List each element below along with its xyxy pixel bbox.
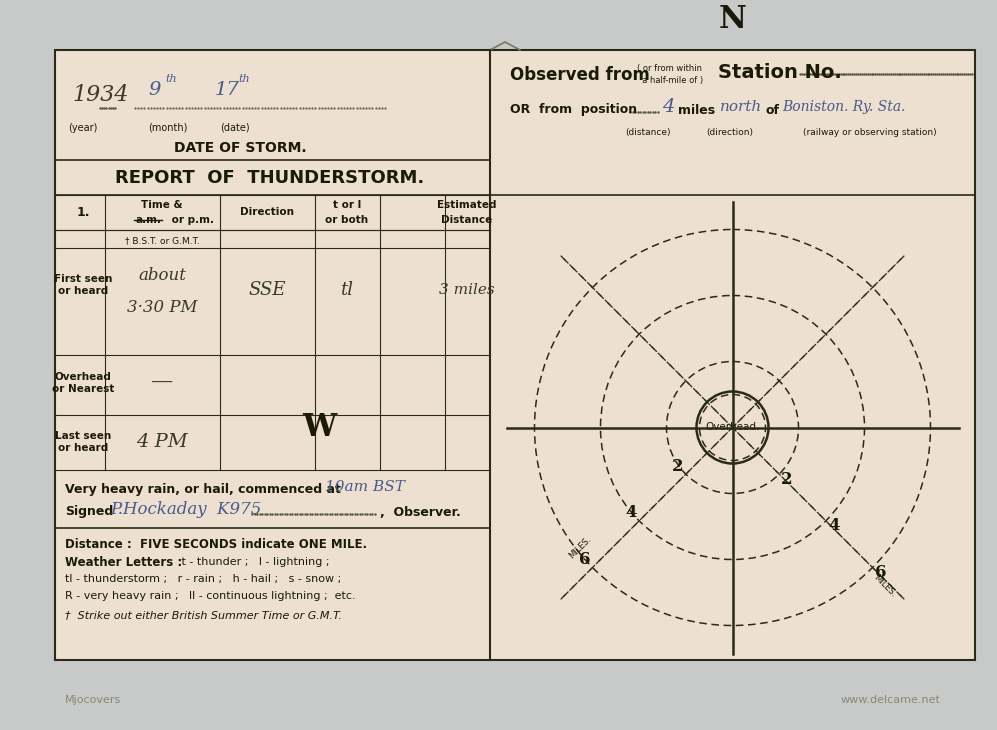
Text: Last seen
or heard: Last seen or heard — [55, 431, 111, 453]
Text: Distance :  FIVE SECONDS indicate ONE MILE.: Distance : FIVE SECONDS indicate ONE MIL… — [65, 537, 367, 550]
Text: 9: 9 — [148, 81, 161, 99]
Text: (date): (date) — [220, 123, 249, 133]
Text: 3·30 PM: 3·30 PM — [127, 299, 197, 317]
Text: Very heavy rain, or hail, commenced at: Very heavy rain, or hail, commenced at — [65, 483, 345, 496]
Text: Distance: Distance — [442, 215, 493, 225]
Text: tl: tl — [341, 281, 354, 299]
Text: P.Hockaday  K975: P.Hockaday K975 — [110, 501, 261, 518]
Text: 4: 4 — [662, 98, 674, 116]
Text: miles: miles — [678, 104, 715, 117]
Text: (month): (month) — [148, 123, 187, 133]
Text: Direction: Direction — [240, 207, 294, 217]
Text: ,  Observer.: , Observer. — [380, 505, 461, 518]
Text: MILES.: MILES. — [567, 534, 593, 561]
Text: or both: or both — [325, 215, 369, 225]
Text: 17: 17 — [215, 81, 239, 99]
Text: 2: 2 — [782, 471, 793, 488]
Text: First seen
or heard: First seen or heard — [54, 274, 113, 296]
Text: t - thunder ;   l - lightning ;: t - thunder ; l - lightning ; — [178, 557, 329, 567]
Text: about: about — [138, 266, 185, 283]
Text: 6: 6 — [578, 551, 590, 568]
Text: north: north — [720, 100, 763, 114]
Text: —: — — [151, 372, 173, 394]
Text: 10am BST: 10am BST — [325, 480, 405, 494]
Text: N: N — [719, 4, 747, 35]
Text: tl - thunderstorm ;   r - rain ;   h - hail ;   s - snow ;: tl - thunderstorm ; r - rain ; h - hail … — [65, 574, 341, 584]
Text: www.delcame.net: www.delcame.net — [840, 695, 940, 705]
Text: 1.: 1. — [76, 206, 90, 218]
Text: Station No.: Station No. — [718, 63, 841, 82]
Text: a.m.: a.m. — [135, 215, 161, 225]
Text: (distance): (distance) — [625, 128, 671, 137]
Text: 4: 4 — [829, 518, 839, 534]
Text: OR  from  position: OR from position — [510, 104, 637, 117]
Text: REPORT  OF  THUNDERSTORM.: REPORT OF THUNDERSTORM. — [116, 169, 425, 187]
Text: MILES.: MILES. — [871, 572, 897, 599]
Text: t or l: t or l — [333, 200, 361, 210]
Text: Weather Letters :: Weather Letters : — [65, 556, 186, 569]
Text: DATE OF STORM.: DATE OF STORM. — [173, 141, 306, 155]
Text: Boniston. Ry. Sta.: Boniston. Ry. Sta. — [782, 100, 905, 114]
Text: Mjocovers: Mjocovers — [65, 695, 122, 705]
Text: th: th — [165, 74, 176, 84]
Text: 4 PM: 4 PM — [137, 433, 187, 451]
Text: 4: 4 — [625, 504, 637, 521]
Text: 1934: 1934 — [72, 84, 129, 106]
Text: † B.S.T. or G.M.T.: † B.S.T. or G.M.T. — [125, 237, 199, 245]
Text: 2: 2 — [672, 458, 684, 474]
Text: Overhead.: Overhead. — [705, 423, 760, 432]
Text: ( or from within: ( or from within — [637, 64, 702, 72]
Text: R - very heavy rain ;   ll - continuous lightning ;  etc.: R - very heavy rain ; ll - continuous li… — [65, 591, 356, 601]
Circle shape — [697, 391, 769, 464]
Text: (railway or observing station): (railway or observing station) — [804, 128, 937, 137]
Text: a half-mile of ): a half-mile of ) — [637, 75, 703, 85]
Text: Time &: Time & — [142, 200, 182, 210]
Bar — [55, 50, 975, 660]
Text: of: of — [765, 104, 779, 117]
Text: Observed from: Observed from — [510, 66, 650, 84]
Text: SSE: SSE — [248, 281, 286, 299]
Text: th: th — [238, 74, 249, 84]
Text: †  Strike out either British Summer Time or G.M.T.: † Strike out either British Summer Time … — [65, 610, 342, 620]
Text: or p.m.: or p.m. — [168, 215, 214, 225]
Text: W: W — [302, 412, 337, 443]
Text: 6: 6 — [874, 564, 886, 581]
Text: (direction): (direction) — [707, 128, 754, 137]
Text: (year): (year) — [68, 123, 98, 133]
Text: Overhead
or Nearest: Overhead or Nearest — [52, 372, 115, 393]
Text: Estimated: Estimated — [438, 200, 497, 210]
Text: 3 miles: 3 miles — [439, 283, 495, 297]
Text: Signed: Signed — [65, 505, 114, 518]
